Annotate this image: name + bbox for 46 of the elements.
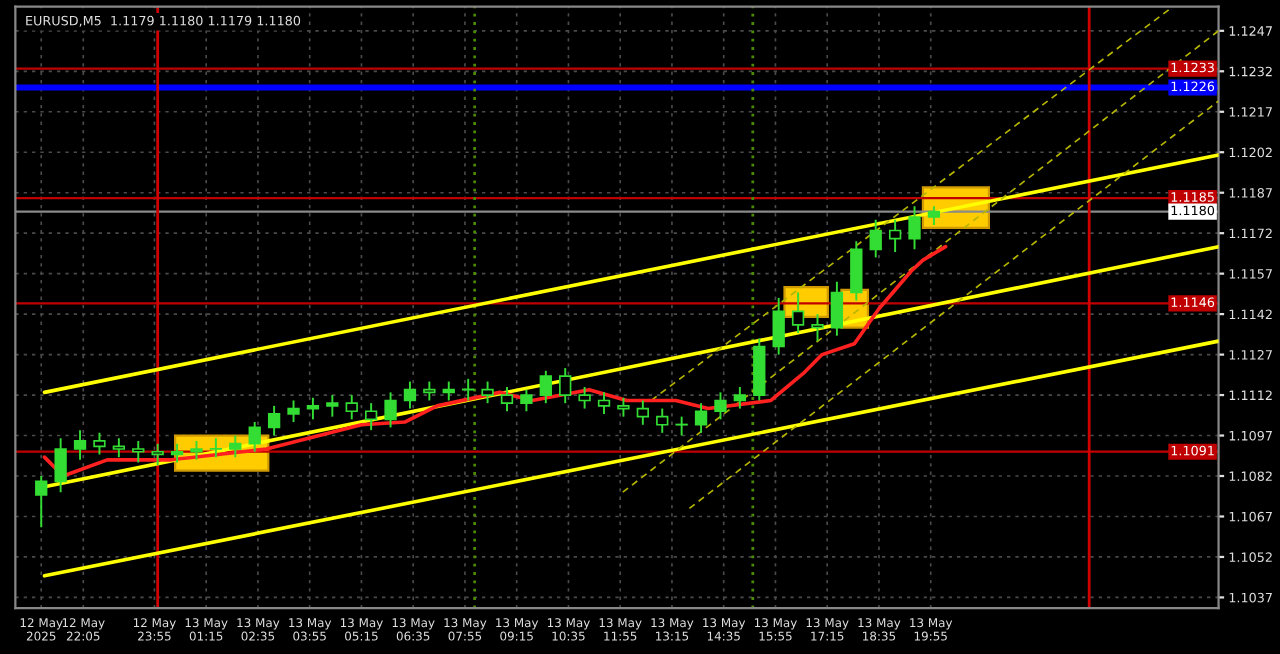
candlestick [500,386,514,413]
candlestick [326,394,339,418]
candlestick [694,402,708,434]
candlestick [267,404,281,437]
candlestick [675,415,688,437]
candlestick [345,394,358,421]
candlestick [384,391,397,429]
candlestick [306,396,320,421]
candlestick [714,391,727,421]
candlestick [791,291,805,334]
candlestick [190,439,203,461]
candlestick [151,442,164,467]
candlestick [35,475,48,529]
candlestick [520,388,533,413]
candlestick [287,399,300,424]
candlestick [403,380,417,410]
candlestick [811,313,824,343]
candlestick [578,386,591,410]
candlestick [462,377,475,402]
candlestick [442,380,455,402]
candlestick [908,205,921,251]
candlestick [617,396,630,418]
candlestick [73,429,87,461]
candlestick [733,386,747,410]
candlestick [364,402,378,432]
candlestick [423,380,436,402]
candlestick [850,240,863,302]
candlestick [772,296,785,356]
candlestick [656,407,669,434]
candlestick [209,437,223,459]
candlestick [132,439,145,464]
candlestick [888,218,902,254]
candlestick [539,369,552,405]
candlestick [229,434,242,459]
candlestick [54,437,67,494]
candlestick [170,442,184,464]
candlestick [927,205,941,227]
candlestick [481,380,494,405]
candlestick [112,437,126,459]
candlestick [559,367,572,405]
candlestick [869,218,882,259]
candlestick [93,431,106,456]
candlestick [597,391,611,415]
candlestick [636,399,650,426]
candlestick [248,421,261,453]
candlestick [830,280,844,337]
